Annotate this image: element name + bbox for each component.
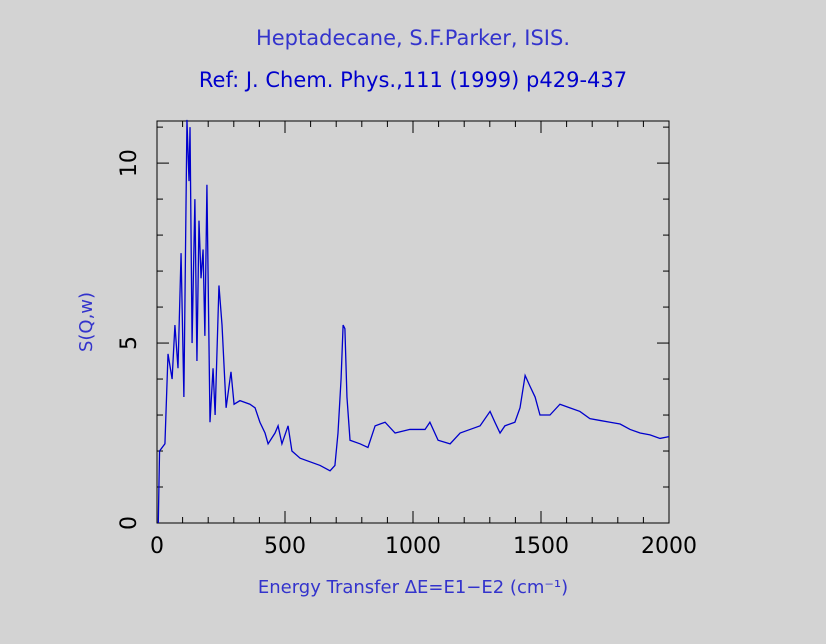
y-axis-label: S(Q,w) bbox=[76, 292, 97, 352]
x-axis-label: Energy Transfer ΔE=E1−E2 (cm⁻¹) bbox=[258, 577, 568, 598]
x-tick-label: 500 bbox=[264, 534, 306, 559]
x-tick-label: 0 bbox=[150, 534, 164, 559]
y-tick-label: 0 bbox=[117, 516, 142, 530]
x-tick-label: 2000 bbox=[641, 534, 697, 559]
x-tick-label: 1000 bbox=[385, 534, 441, 559]
y-tick-label: 10 bbox=[117, 149, 142, 177]
chart-subtitle: Ref: J. Chem. Phys.,111 (1999) p429-437 bbox=[199, 68, 627, 92]
spectrum-line bbox=[157, 119, 670, 524]
chart-title: Heptadecane, S.F.Parker, ISIS. bbox=[256, 26, 570, 50]
y-tick-label: 5 bbox=[117, 336, 142, 350]
x-tick-label: 1500 bbox=[513, 534, 569, 559]
